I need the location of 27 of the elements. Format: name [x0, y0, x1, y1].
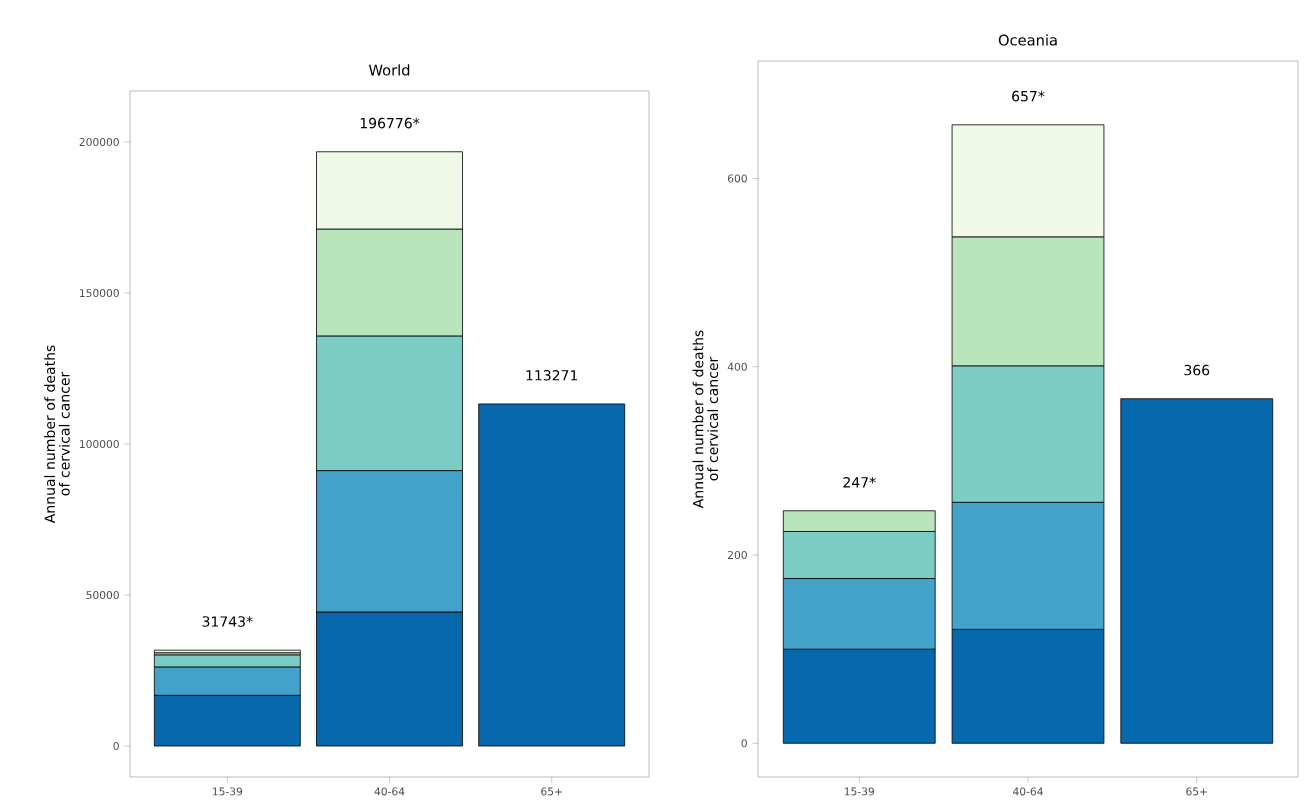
x-tick-label: 40-64 — [374, 787, 405, 796]
y-tick-label: 200 — [728, 550, 747, 560]
y-tick-label: 100000 — [80, 439, 119, 449]
y-tick-label: 0 — [113, 741, 119, 751]
y-tick-label: 0 — [741, 739, 747, 748]
y-tick-label: 200000 — [79, 137, 119, 147]
total-label: 31743* — [202, 616, 253, 627]
y-axis-title: Annual number of deaths of cervical cancer — [692, 330, 719, 509]
y-axis-title: Annual number of deaths of cervical cancer — [44, 345, 70, 524]
y-tick-label: 150000 — [80, 288, 119, 298]
x-tick-label: 65+ — [1186, 787, 1207, 796]
x-tick-label: 65+ — [541, 787, 562, 796]
total-label: 247* — [843, 477, 876, 488]
bar — [478, 403, 626, 747]
y-tick-label: 600 — [728, 174, 747, 183]
y-tick-label: 50000 — [86, 590, 119, 600]
x-tick-label: 40-64 — [1013, 787, 1043, 796]
total-label: 366 — [1184, 364, 1210, 376]
x-tick-label: 15-39 — [212, 787, 243, 796]
bar — [1120, 398, 1274, 744]
x-tick-label: 15-39 — [844, 787, 875, 796]
y-tick-label: 400 — [727, 362, 747, 371]
total-label: 113271 — [526, 369, 578, 381]
total-label: 196776* — [360, 117, 420, 129]
total-label: 657* — [1012, 90, 1045, 102]
chart-title: Oceania — [998, 34, 1057, 46]
chart-title: World — [368, 64, 410, 76]
